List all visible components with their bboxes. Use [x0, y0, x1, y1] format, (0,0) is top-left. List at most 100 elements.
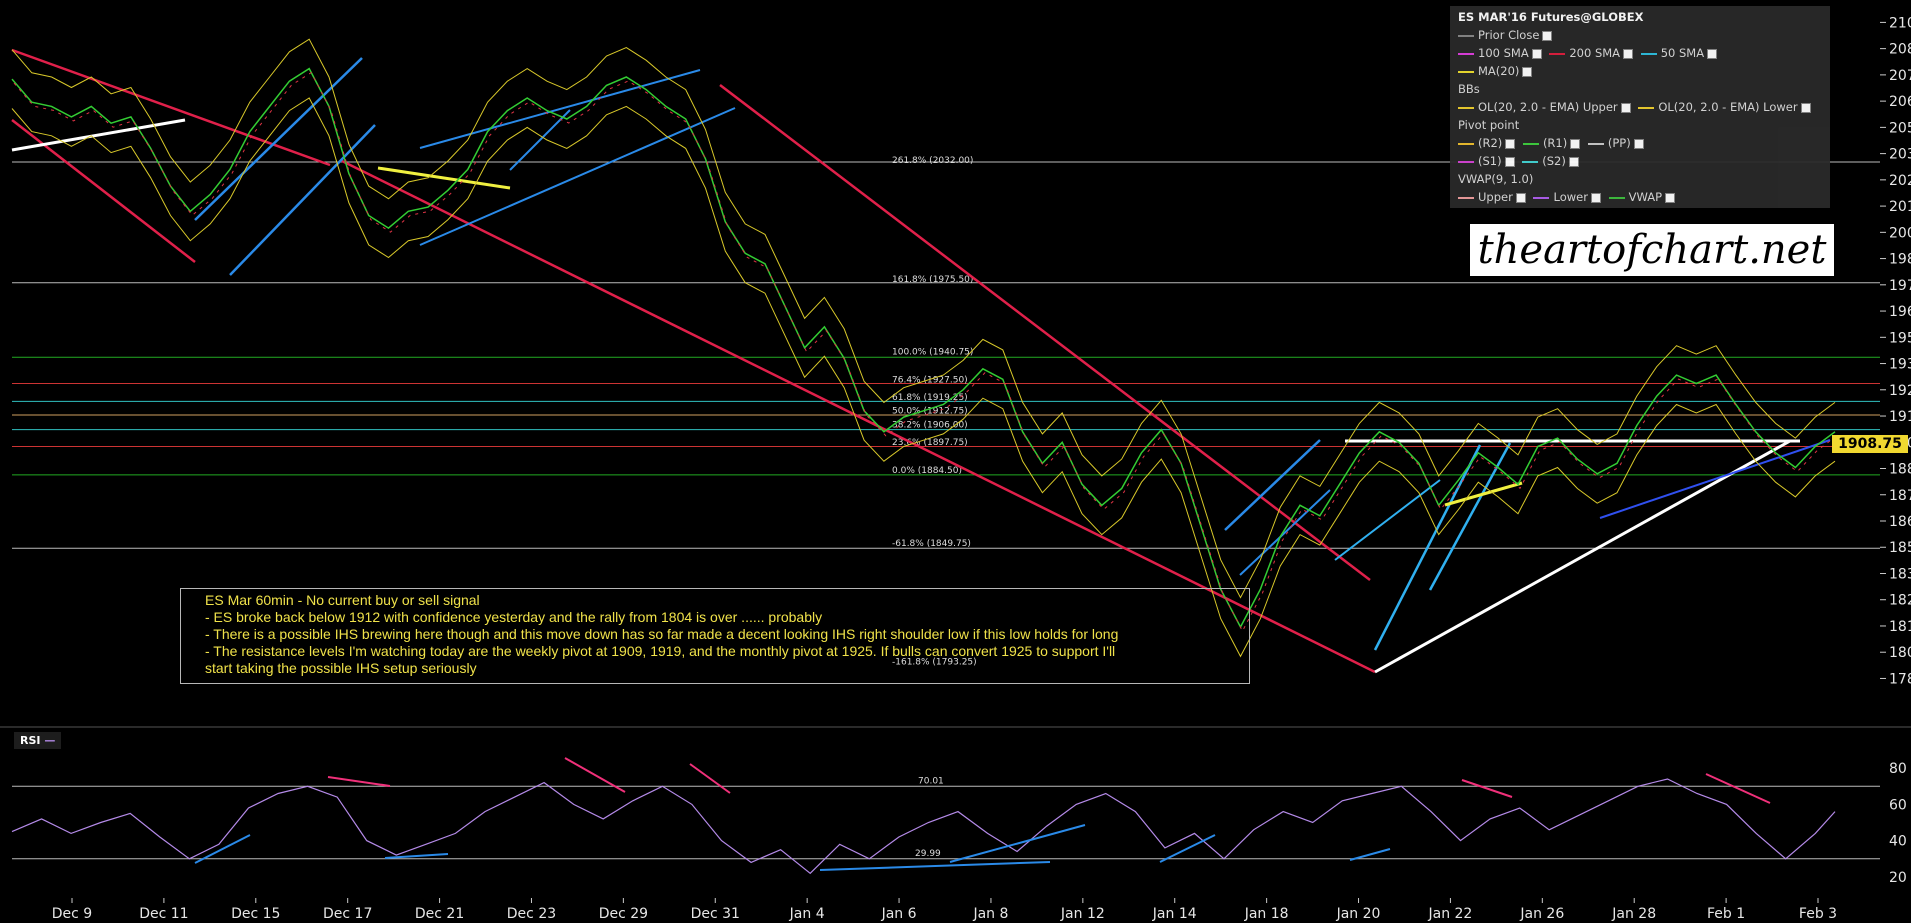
y-tick-label: 2000.00 — [1889, 225, 1911, 241]
price-series-red — [13, 71, 1838, 633]
horizontal-levels — [12, 161, 1880, 549]
rsi-y-tick-label: 80 — [1889, 761, 1907, 777]
x-tick-label: Dec 31 — [691, 906, 740, 922]
rsi-y-tick-label: 40 — [1889, 834, 1907, 850]
checkbox[interactable] — [1504, 156, 1515, 167]
y-tick-label: 2050.00 — [1889, 120, 1911, 136]
y-tick-label: 2012.50 — [1889, 199, 1911, 215]
checkbox[interactable] — [1800, 102, 1811, 113]
legend-bb-row: OL(20, 2.0 - EMA) Upper OL(20, 2.0 - EMA… — [1458, 100, 1815, 114]
legend-bb-upper-label: OL(20, 2.0 - EMA) Upper — [1478, 100, 1618, 114]
legend-pivot-row-1: (R2) (R1) (PP) — [1458, 136, 1648, 150]
rsi-arrow-pink-1 — [327, 776, 391, 787]
x-tick-label: Jan 28 — [1611, 906, 1656, 922]
rsi-arrow-pink-5 — [1705, 773, 1771, 804]
legend-prior-close-label: Prior Close — [1478, 28, 1540, 42]
blue-channel-4a — [1373, 444, 1482, 651]
x-tick-label: Dec 29 — [599, 906, 648, 922]
x-tick-label: Dec 17 — [323, 906, 372, 922]
legend-pivot-row-2: (S1) (S2) — [1458, 154, 1583, 168]
price-series — [11, 67, 1836, 629]
legend-bbs-label: BBs — [1458, 82, 1480, 96]
fib-label: 261.8% (2032.00) — [892, 156, 973, 166]
rsi-arrow-blue-2 — [384, 853, 449, 859]
fib-label: 61.8% (1919.25) — [892, 393, 968, 403]
x-tick-label: Jan 4 — [789, 906, 825, 922]
legend-pivot-label: Pivot point — [1458, 118, 1520, 132]
blue-channel-4b — [1428, 442, 1512, 591]
y-tick-label: 1912.50 — [1889, 409, 1911, 425]
x-tick-label: Feb 3 — [1799, 906, 1837, 922]
checkbox[interactable] — [1542, 30, 1553, 41]
fib-label: -161.8% (1793.25) — [892, 657, 977, 667]
checkbox[interactable] — [1633, 138, 1644, 149]
checkbox[interactable] — [1665, 192, 1676, 203]
checkbox[interactable] — [1707, 48, 1718, 59]
fib-label: -61.8% (1849.75) — [892, 539, 971, 549]
red-channel-upper-1 — [11, 48, 331, 167]
checkbox[interactable] — [1623, 48, 1634, 59]
note-line-5: start taking the possible IHS setup seri… — [205, 660, 477, 676]
white-ihs-trend — [1374, 439, 1791, 674]
legend-ma20-label: MA(20) — [1478, 64, 1520, 78]
x-tick-label: Jan 20 — [1336, 906, 1381, 922]
note-line-4: - The resistance levels I'm watching tod… — [205, 643, 1116, 659]
y-tick-label: 2087.50 — [1889, 42, 1911, 58]
checkbox[interactable] — [1522, 66, 1533, 77]
blue-channel-1a — [194, 57, 363, 221]
x-tick-label: Jan 12 — [1060, 906, 1105, 922]
checkbox[interactable] — [1590, 192, 1601, 203]
rsi-arrow-pink-3 — [689, 763, 731, 794]
rsi-arrow-blue-1 — [194, 834, 251, 864]
x-tick-label: Jan 26 — [1519, 906, 1564, 922]
blue-channel-4c — [1334, 479, 1441, 561]
x-tick-label: Jan 18 — [1244, 906, 1289, 922]
rsi-arrow-pink-4 — [1461, 779, 1513, 798]
indicator-legend: ES MAR'16 Futures@GLOBEX Prior Close 100… — [1450, 6, 1830, 208]
note-line-2: - ES broke back below 1912 with confiden… — [205, 609, 823, 625]
fib-label: 38.2% (1906.00) — [892, 421, 968, 431]
checkbox[interactable] — [1570, 138, 1581, 149]
checkbox[interactable] — [1531, 48, 1542, 59]
note-line-3: - There is a possible IHS brewing here t… — [205, 626, 1119, 642]
rsi-arrow-pink-2 — [564, 757, 626, 793]
legend-sma100-label: 100 SMA — [1478, 46, 1529, 60]
rsi-panel-label[interactable]: RSI — — [14, 732, 62, 749]
note-line-1: ES Mar 60min - No current buy or sell si… — [205, 592, 480, 608]
legend-title-text: ES MAR'16 Futures@GLOBEX — [1458, 10, 1644, 24]
x-tick-label: Dec 15 — [231, 906, 280, 922]
legend-s2-label: (S2) — [1542, 154, 1566, 168]
y-tick-label: 1850.00 — [1889, 540, 1911, 556]
checkbox[interactable] — [1515, 192, 1526, 203]
checkbox[interactable] — [1505, 138, 1516, 149]
x-tick-label: Jan 22 — [1427, 906, 1472, 922]
blue-channel-3a — [1224, 439, 1321, 531]
y-tick-label: 1812.50 — [1889, 619, 1911, 635]
last-price-tag: 1908.75 — [1832, 435, 1908, 453]
y-tick-label: 2075.00 — [1889, 68, 1911, 84]
y-tick-label: 1800.00 — [1889, 645, 1911, 661]
blue-support-right — [1599, 439, 1831, 519]
fib-label: 100.0% (1940.75) — [892, 348, 973, 358]
y-tick-label: 1937.50 — [1889, 357, 1911, 373]
y-tick-label: 1862.50 — [1889, 514, 1911, 530]
y-tick-label: 1925.00 — [1889, 383, 1911, 399]
legend-vwap: VWAP(9, 1.0) — [1458, 172, 1533, 186]
legend-s1-label: (S1) — [1478, 154, 1502, 168]
fib-label: 50.0% (1912.75) — [892, 407, 968, 417]
rsi-level-30-label: 29.99 — [915, 849, 941, 859]
legend-pivot: Pivot point — [1458, 118, 1519, 132]
trendlines — [11, 48, 1831, 674]
checkbox[interactable] — [1568, 156, 1579, 167]
rsi-level-70-label: 70.01 — [918, 776, 944, 786]
fib-label: 23.6% (1897.75) — [892, 438, 968, 448]
legend-ma20[interactable]: MA(20) — [1458, 64, 1536, 78]
blue-channel-3b — [1239, 489, 1331, 576]
checkbox[interactable] — [1620, 102, 1631, 113]
x-tick-label: Jan 8 — [972, 906, 1008, 922]
legend-lower-label: Lower — [1553, 190, 1588, 204]
rsi-series — [11, 778, 1836, 875]
legend-prior-close[interactable]: Prior Close — [1458, 28, 1556, 42]
annotation-box: ES Mar 60min - No current buy or sell si… — [180, 588, 1250, 684]
x-tick-label: Jan 14 — [1152, 906, 1197, 922]
